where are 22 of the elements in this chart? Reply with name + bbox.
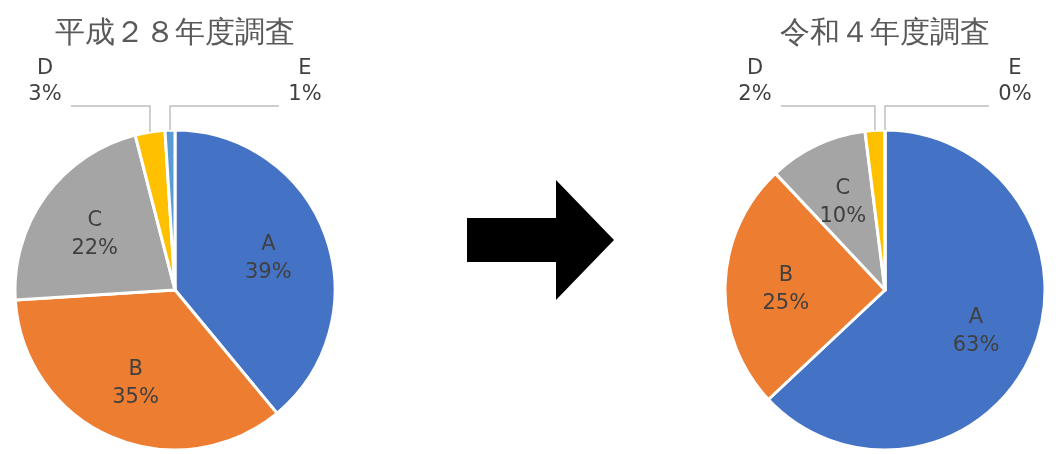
data-label: 3% [28, 81, 62, 105]
slice-label: A [968, 304, 984, 329]
data-label: 10% [819, 203, 867, 228]
data-label: 2% [738, 81, 772, 105]
slice-label: C [87, 206, 103, 231]
data-label: 22% [71, 234, 119, 259]
data-label: 35% [112, 384, 159, 409]
slice-label: B [128, 356, 143, 381]
category-label: E [1008, 55, 1022, 79]
slice-label: A [261, 231, 277, 256]
data-label: 25% [762, 289, 810, 314]
data-label: 1% [288, 81, 322, 105]
data-label: 63% [952, 332, 1000, 357]
data-label: 39% [244, 259, 292, 284]
slice-label: D [746, 55, 764, 79]
slice-label: C [835, 175, 851, 200]
slice-label: E [298, 55, 312, 79]
chart-title: 令和４年度調査 [780, 14, 990, 49]
chart-title: 平成２８年度調査 [55, 14, 295, 49]
slice-label: B [778, 261, 794, 286]
text: 0% [998, 81, 1032, 105]
slice-label: D [36, 55, 54, 79]
